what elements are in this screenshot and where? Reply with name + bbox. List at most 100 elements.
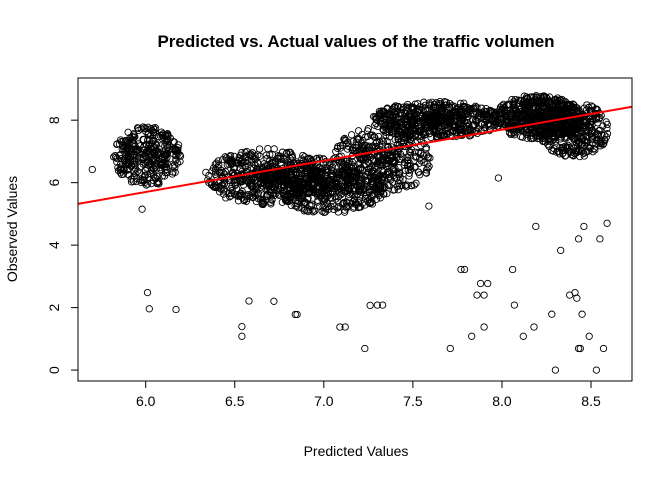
x-axis-label: Predicted Values — [304, 443, 409, 459]
data-point — [227, 160, 236, 169]
data-point — [157, 128, 166, 136]
data-point — [270, 183, 278, 191]
data-point — [379, 168, 388, 176]
data-point — [137, 178, 145, 187]
data-point — [490, 108, 499, 116]
data-point — [510, 97, 518, 106]
data-point — [113, 154, 121, 163]
data-point — [561, 134, 569, 143]
fit-line — [77, 105, 633, 205]
data-point — [417, 149, 425, 158]
data-point — [388, 166, 396, 174]
data-point — [460, 265, 469, 274]
data-point — [146, 140, 154, 148]
data-point — [511, 113, 519, 121]
data-point — [463, 116, 471, 124]
data-point — [283, 149, 291, 157]
points-layer — [88, 92, 612, 374]
data-point — [125, 160, 134, 168]
data-point — [385, 128, 394, 136]
data-point — [304, 207, 312, 216]
data-point — [242, 152, 250, 160]
data-point — [283, 169, 291, 177]
data-point — [258, 200, 266, 208]
data-point — [356, 186, 364, 195]
data-point — [554, 123, 562, 131]
data-point — [510, 301, 519, 309]
data-point — [290, 193, 298, 201]
data-point — [248, 156, 256, 164]
data-point — [521, 95, 529, 104]
data-point — [228, 160, 236, 168]
data-point — [267, 200, 275, 208]
data-point — [399, 127, 407, 135]
data-point — [402, 131, 411, 140]
data-point — [408, 120, 416, 128]
data-point — [341, 206, 349, 214]
data-point — [477, 119, 486, 128]
data-point — [238, 322, 246, 331]
fit-layer — [77, 105, 633, 205]
data-point — [134, 167, 142, 175]
data-point — [371, 171, 379, 180]
data-point — [215, 188, 224, 196]
data-point — [151, 163, 159, 171]
data-point — [379, 138, 388, 146]
data-point — [343, 145, 352, 153]
data-point — [296, 166, 304, 174]
data-point — [381, 160, 389, 168]
data-point — [439, 128, 447, 136]
data-point — [520, 92, 528, 100]
data-point — [219, 190, 228, 198]
data-point — [165, 142, 174, 150]
data-point — [580, 104, 588, 112]
data-point — [294, 178, 303, 186]
data-point — [262, 151, 270, 159]
data-point — [412, 113, 420, 121]
data-point — [576, 344, 584, 353]
data-point — [466, 124, 474, 132]
data-point — [251, 155, 260, 163]
data-point — [372, 139, 380, 147]
data-point — [336, 144, 345, 152]
data-point — [247, 150, 255, 158]
data-point — [442, 118, 450, 127]
data-point — [462, 110, 470, 119]
data-point — [535, 126, 543, 134]
data-point — [172, 151, 180, 159]
data-point — [174, 141, 183, 149]
data-point — [340, 165, 348, 173]
data-point — [340, 199, 348, 207]
data-point — [317, 171, 326, 179]
data-point — [407, 113, 415, 121]
data-point — [150, 164, 158, 172]
data-point — [372, 115, 380, 123]
data-point — [551, 366, 560, 374]
data-point — [477, 104, 486, 112]
data-point — [330, 184, 339, 193]
data-point — [391, 110, 399, 119]
data-point — [519, 332, 527, 340]
data-point — [303, 207, 311, 215]
data-point — [422, 169, 431, 177]
data-point — [266, 160, 275, 168]
data-point — [318, 207, 326, 215]
data-point — [405, 110, 413, 118]
data-point — [340, 135, 348, 143]
data-point — [342, 163, 350, 171]
data-point — [401, 181, 409, 190]
data-point — [130, 167, 139, 175]
data-point — [366, 199, 374, 208]
data-point — [446, 344, 454, 353]
data-point — [425, 202, 433, 210]
data-point — [134, 154, 142, 163]
data-point — [235, 157, 243, 165]
data-point — [396, 169, 404, 178]
data-point — [532, 92, 540, 100]
data-point — [236, 160, 244, 168]
data-point — [523, 129, 531, 137]
data-point — [298, 155, 306, 163]
data-point — [406, 149, 414, 157]
y-tick-label: 2 — [46, 303, 62, 311]
